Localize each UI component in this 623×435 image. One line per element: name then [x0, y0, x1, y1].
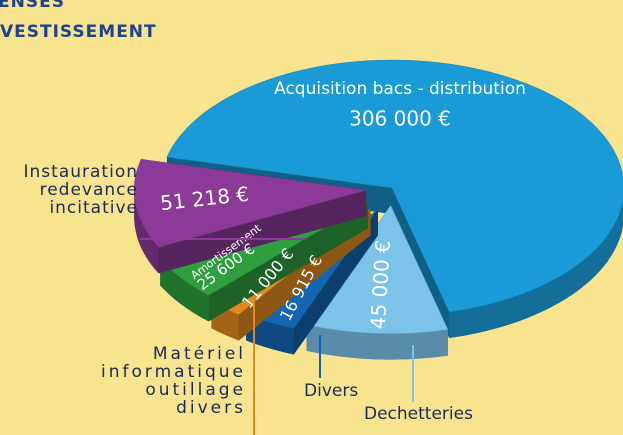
slice-side: [158, 190, 367, 274]
slice-side: [392, 188, 450, 339]
category-label: Divers: [304, 381, 359, 401]
value-label: 306 000 €: [349, 107, 451, 131]
value-label: 45 000 €: [366, 240, 395, 330]
slice-top: [133, 159, 367, 248]
slice-top: [306, 205, 449, 334]
slice-top: [166, 59, 623, 313]
slice-wall: [160, 259, 209, 322]
category-label: Instauration redevance incitative: [23, 162, 138, 218]
category-label: Matériel informatique outillage divers: [101, 344, 246, 418]
slice: [133, 159, 367, 274]
category-label: Acquisition bacs - distribution: [274, 79, 526, 99]
chart-title: ENSES: [0, 0, 65, 12]
slice-wall: [134, 190, 159, 274]
category-label: Dechetteries: [364, 404, 473, 424]
chart-title: VESTISSEMENT: [0, 22, 157, 42]
